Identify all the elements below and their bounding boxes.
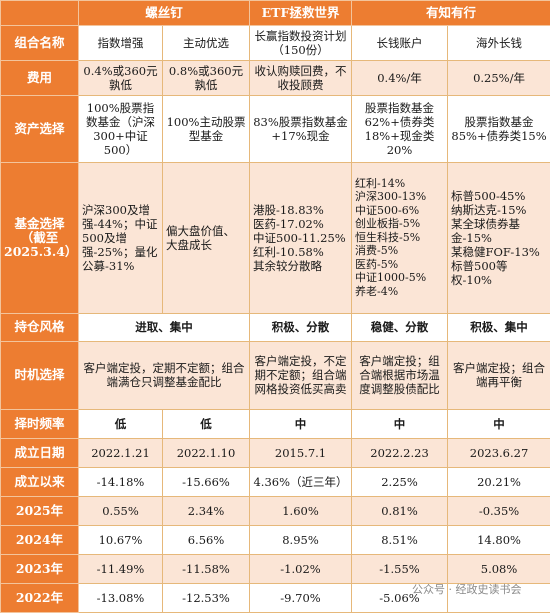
table-cell: 100%股票指数基金（沪深300+中证500） <box>78 95 163 163</box>
table-cell: 积极、分散 <box>249 312 353 342</box>
header-corner-cell <box>0 0 79 26</box>
table-cell: -15.66% <box>161 466 251 497</box>
table-cell: 指数增强 <box>78 24 163 62</box>
table-cell: 主动优选 <box>161 24 251 62</box>
table-cell: 14.80% <box>447 524 550 555</box>
row-timing-frequency: 择时频率 低 低 中 中 中 <box>0 409 550 439</box>
row-timing: 时机选择 客户端定投，定期不定额；组合端满仓只调整基金配比 客户端定投，不定期不… <box>0 340 550 411</box>
table-cell: 海外长钱 <box>447 24 550 62</box>
table-cell: 长钱账户 <box>351 24 449 62</box>
table-cell: 0.55% <box>78 495 163 526</box>
table-cell: 2015.7.1 <box>249 437 353 468</box>
table-cell: 8.51% <box>351 524 449 555</box>
table-cell: -14.18% <box>78 466 163 497</box>
header-luosiding: 螺丝钉 <box>77 0 251 26</box>
table-cell: 6.56% <box>161 524 251 555</box>
table-cell: 股票指数基金85%+债券类15% <box>447 95 550 163</box>
table-cell: -11.58% <box>161 553 251 584</box>
row-label: 费用 <box>0 60 79 97</box>
row-label: 择时频率 <box>0 409 79 439</box>
row-2025: 2025年 0.55% 2.34% 1.60% 0.81% -0.35% <box>0 495 550 526</box>
table-cell: -11.49% <box>78 553 163 584</box>
table-cell: 低 <box>161 409 251 439</box>
table-cell: -9.70% <box>249 582 353 613</box>
table-cell: 0.4%或360元孰低 <box>78 60 163 97</box>
table-cell: 2.34% <box>161 495 251 526</box>
table-cell <box>447 582 550 613</box>
table-cell: 20.21% <box>447 466 550 497</box>
row-label: 成立以来 <box>0 466 79 497</box>
row-holding-style: 持仓风格 进取、集中 积极、分散 稳健、分散 积极、集中 <box>0 312 550 342</box>
row-2022: 2022年 -13.08% -12.53% -9.70% -5.06% <box>0 582 550 613</box>
table-cell: 中 <box>447 409 550 439</box>
table-cell: -1.55% <box>351 553 449 584</box>
table-header-row: 螺丝钉 ETF拯救世界 有知有行 <box>0 0 550 26</box>
row-2024: 2024年 10.67% 6.56% 8.95% 8.51% 14.80% <box>0 524 550 555</box>
table-cell: 股票指数基金62%+债券类18%+现金类20% <box>351 95 449 163</box>
row-fee: 费用 0.4%或360元孰低 0.8%或360元孰低 收认购赎回费，不收投顾费 … <box>0 60 550 97</box>
row-label: 基金选择（截至2025.3.4） <box>0 161 79 314</box>
table-cell: 0.8%或360元孰低 <box>161 60 251 97</box>
table-cell: 83%股票指数基金+17%现金 <box>249 95 353 163</box>
table-cell: 积极、集中 <box>447 312 550 342</box>
table-cell: 客户端定投；组合端再平衡 <box>447 340 550 411</box>
row-asset-choice: 资产选择 100%股票指数基金（沪深300+中证500） 100%主动股票型基金… <box>0 95 550 163</box>
row-label: 持仓风格 <box>0 312 79 342</box>
table-cell: 客户端定投；组合端根据市场温度调整股债配比 <box>351 340 449 411</box>
table-cell: 中 <box>249 409 353 439</box>
table-cell: 红利-14% 沪深300-13% 中证500-6% 创业板指-5% 恒生科技-5… <box>351 161 449 314</box>
table-cell: 4.36%（近三年） <box>249 466 353 497</box>
table-cell: 中 <box>351 409 449 439</box>
row-label: 2023年 <box>0 553 79 584</box>
table-cell: 0.25%/年 <box>447 60 550 97</box>
table-cell: 进取、集中 <box>77 312 251 342</box>
table-cell: 稳健、分散 <box>351 312 449 342</box>
table-cell: 2022.1.21 <box>78 437 163 468</box>
table-cell: -13.08% <box>78 582 163 613</box>
row-fund-choice: 基金选择（截至2025.3.4） 沪深300及增强-44%；中证500及增强-2… <box>0 161 550 314</box>
table-cell: 沪深300及增强-44%；中证500及增强-25%；量化公募-31% <box>78 161 163 314</box>
row-label: 资产选择 <box>0 95 79 163</box>
row-inception-date: 成立日期 2022.1.21 2022.1.10 2015.7.1 2022.2… <box>0 437 550 468</box>
table-cell: 0.4%/年 <box>351 60 449 97</box>
table-cell: 偏大盘价值、大盘成长 <box>161 161 251 314</box>
table-cell: 客户端定投，不定期不定额；组合端网格投资低买高卖 <box>249 340 353 411</box>
table-cell: 100%主动股票型基金 <box>161 95 251 163</box>
row-label: 2025年 <box>0 495 79 526</box>
row-label: 时机选择 <box>0 340 79 411</box>
table-cell: -12.53% <box>161 582 251 613</box>
table-cell: -0.35% <box>447 495 550 526</box>
table-cell: -1.02% <box>249 553 353 584</box>
header-youzhiyouxing: 有知有行 <box>351 0 550 26</box>
row-2023: 2023年 -11.49% -11.58% -1.02% -1.55% 5.08… <box>0 553 550 584</box>
table-cell: 1.60% <box>249 495 353 526</box>
row-label: 成立日期 <box>0 437 79 468</box>
row-label: 组合名称 <box>0 24 79 62</box>
table-cell: 8.95% <box>249 524 353 555</box>
table-cell: -5.06% <box>351 582 449 613</box>
table-cell: 2023.6.27 <box>447 437 550 468</box>
table-cell: 低 <box>78 409 163 439</box>
table-cell: 0.81% <box>351 495 449 526</box>
header-etf-save-world: ETF拯救世界 <box>249 0 353 26</box>
table-cell: 标普500-45% 纳斯达克-15% 某全球债券基金-15% 某稳健FOF-13… <box>447 161 550 314</box>
table-cell: 长赢指数投资计划（150份） <box>249 24 353 62</box>
table-cell: 10.67% <box>78 524 163 555</box>
row-since-inception: 成立以来 -14.18% -15.66% 4.36%（近三年） 2.25% 20… <box>0 466 550 497</box>
row-label: 2024年 <box>0 524 79 555</box>
table-cell: 5.08% <box>447 553 550 584</box>
table-cell: 2.25% <box>351 466 449 497</box>
table-cell: 2022.1.10 <box>161 437 251 468</box>
table-cell: 客户端定投，定期不定额；组合端满仓只调整基金配比 <box>77 340 251 411</box>
table-cell: 港股-18.83% 医药-17.02% 中证500-11.25% 红利-10.5… <box>249 161 353 314</box>
table-cell: 收认购赎回费，不收投顾费 <box>249 60 353 97</box>
row-portfolio-name: 组合名称 指数增强 主动优选 长赢指数投资计划（150份） 长钱账户 海外长钱 <box>0 24 550 62</box>
table-cell: 2022.2.23 <box>351 437 449 468</box>
row-label: 2022年 <box>0 582 79 613</box>
